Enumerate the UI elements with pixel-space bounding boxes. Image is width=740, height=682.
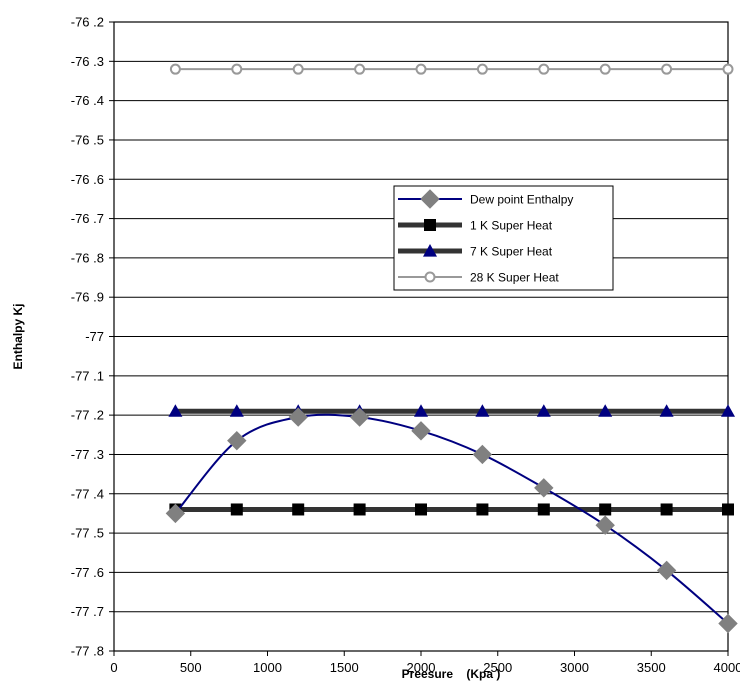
data-point-diamond (411, 421, 431, 441)
data-point-circle (599, 63, 611, 75)
x-tick-label: 2000 (407, 660, 436, 675)
data-point-square (476, 503, 489, 516)
data-point-diamond (165, 503, 186, 524)
x-tick-label: 4000 (714, 660, 740, 675)
legend-marker-triangle (423, 244, 437, 257)
data-point-triangle (536, 404, 551, 417)
y-tick-label: -76 .6 (71, 172, 104, 187)
y-tick-label: -76 .8 (71, 250, 104, 265)
x-tick-label: 1000 (253, 660, 282, 675)
data-point-circle (354, 63, 366, 75)
series-line (174, 413, 729, 625)
y-tick-label: -76 .7 (71, 211, 104, 226)
data-point-square (599, 503, 612, 516)
data-point-diamond (595, 515, 615, 535)
data-point-triangle (414, 404, 428, 417)
x-tick-label: 1500 (330, 660, 359, 675)
legend-marker-diamond (420, 189, 440, 209)
data-point-circle (722, 63, 734, 75)
data-point-circle (231, 63, 243, 75)
y-tick-label: -76 .2 (71, 15, 104, 30)
data-point-diamond (227, 430, 247, 451)
data-point-circle (415, 63, 427, 75)
x-tick-label: 2500 (483, 660, 512, 675)
series-layer (165, 63, 738, 634)
legend-item: 28 K Super Heat (398, 271, 559, 285)
data-point-triangle (229, 404, 244, 417)
data-point-square (537, 503, 550, 516)
data-point-circle (661, 63, 673, 75)
legend-item: 1 K Super Heat (398, 219, 553, 233)
legend-label: 7 K Super Heat (470, 245, 553, 259)
y-tick-label: -77 .7 (71, 604, 104, 619)
y-tick-label: -76 .5 (71, 132, 104, 147)
data-point-diamond (288, 407, 308, 427)
y-tick-label: -77 .5 (71, 526, 104, 541)
legend-label: 28 K Super Heat (470, 271, 559, 285)
y-tick-label: -77 .3 (71, 447, 104, 462)
x-axis-title: Preesure (Kpa ) (402, 667, 501, 681)
data-point-diamond (349, 407, 370, 427)
y-tick-label: -76 .9 (71, 290, 104, 305)
data-point-square (292, 503, 305, 516)
y-tick-label: -77 .1 (71, 368, 104, 383)
data-point-diamond (472, 444, 493, 465)
legend-item: Dew point Enthalpy (398, 189, 573, 209)
data-point-diamond (656, 560, 677, 581)
data-point-square (230, 503, 243, 516)
x-tick-label: 3000 (560, 660, 589, 675)
y-tick-label: -77 .6 (71, 565, 104, 580)
data-point-diamond (534, 478, 554, 498)
legend-marker-square (424, 219, 436, 231)
x-tick-label: 3500 (637, 660, 666, 675)
y-tick-label: -77 .2 (71, 408, 104, 423)
y-tick-label: -76 .4 (71, 93, 104, 108)
data-point-square (660, 503, 673, 516)
data-point-diamond (718, 613, 738, 634)
grid-lines (114, 60, 728, 613)
y-tick-label: -77 .4 (71, 486, 104, 501)
data-point-circle (538, 63, 550, 75)
legend-label: Dew point Enthalpy (470, 193, 573, 207)
y-axis-ticks: -76 .2 -76 .3 -76 .4 -76 .5 -76 .6 -76 .7 -76 … (71, 15, 114, 659)
data-point-triangle (168, 404, 183, 417)
x-tick-label: 500 (180, 660, 202, 675)
series-1 (165, 407, 738, 634)
legend-label: 1 K Super Heat (470, 219, 553, 233)
data-point-circle (476, 63, 488, 75)
y-tick-label: -77 .8 (71, 644, 104, 659)
series-4 (169, 63, 734, 75)
y-axis-title: Enthalpy Kj (11, 303, 25, 369)
data-point-square (415, 503, 427, 516)
data-point-square (722, 503, 734, 516)
series-3 (168, 404, 735, 417)
y-tick-label: -77 (85, 329, 104, 344)
data-point-square (353, 503, 366, 516)
data-point-triangle (721, 404, 735, 417)
x-tick-label: 0 (110, 660, 117, 675)
data-point-triangle (475, 404, 490, 417)
data-point-circle (292, 63, 304, 75)
data-point-circle (169, 63, 181, 75)
y-tick-label: -76 .3 (71, 54, 104, 69)
legend-marker-circle (424, 271, 436, 283)
data-point-triangle (598, 404, 613, 417)
data-point-triangle (659, 404, 674, 417)
series-2 (169, 503, 734, 516)
x-axis-ticks: 0 500 1000 1500 2000 2500 3000 3500 4000 (110, 651, 740, 675)
legend: Dew point Enthalpy 1 K Super Heat 7 K Supe… (393, 185, 614, 291)
legend-item: 7 K Super Heat (398, 244, 553, 259)
